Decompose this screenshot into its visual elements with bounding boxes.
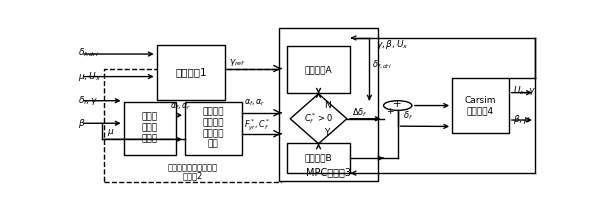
Bar <box>185 102 242 155</box>
Text: $\mu$: $\mu$ <box>107 127 115 138</box>
Text: $\delta_{f,dri}$: $\delta_{f,dri}$ <box>371 59 392 71</box>
Text: $\Delta\delta_f$: $\Delta\delta_f$ <box>351 106 367 119</box>
Text: $\delta_{f,dri}$: $\delta_{f,dri}$ <box>77 46 99 59</box>
Text: $\alpha_f,\alpha_r$: $\alpha_f,\alpha_r$ <box>170 101 191 112</box>
Text: 预测模型B: 预测模型B <box>305 154 332 163</box>
Bar <box>123 102 176 155</box>
Text: 参考模型1: 参考模型1 <box>175 68 207 78</box>
Text: $\beta$: $\beta$ <box>77 117 85 130</box>
Polygon shape <box>290 94 347 144</box>
Text: $\delta_f$: $\delta_f$ <box>403 110 414 122</box>
Text: 处理器2: 处理器2 <box>182 171 203 180</box>
Text: $\delta_f,\gamma$: $\delta_f,\gamma$ <box>77 94 98 107</box>
Text: 预测模型A: 预测模型A <box>305 65 332 74</box>
Text: +: + <box>393 99 402 109</box>
Text: $\beta,\mu$: $\beta,\mu$ <box>512 113 530 126</box>
Bar <box>104 69 281 182</box>
Text: 轮胎侧向
力和侧偏
刚度计算
模块: 轮胎侧向 力和侧偏 刚度计算 模块 <box>203 107 224 149</box>
Text: $\alpha_f,\alpha_r$: $\alpha_f,\alpha_r$ <box>244 98 265 108</box>
Text: MPC控制器3: MPC控制器3 <box>306 167 351 177</box>
Text: $U_x,\gamma$: $U_x,\gamma$ <box>512 84 536 97</box>
Text: 轮胎侧
偏角计
算模块: 轮胎侧 偏角计 算模块 <box>142 113 157 143</box>
Bar <box>157 45 225 100</box>
Text: +: + <box>386 107 393 116</box>
Bar <box>279 28 378 181</box>
Text: Y: Y <box>324 128 329 137</box>
Bar <box>287 143 350 173</box>
Text: N: N <box>324 101 331 110</box>
Text: $\gamma,\beta,U_x$: $\gamma,\beta,U_x$ <box>376 38 409 51</box>
Text: Carsim
汽车模型4: Carsim 汽车模型4 <box>465 96 496 115</box>
Bar <box>452 78 509 133</box>
Text: $\mu,U_x$: $\mu,U_x$ <box>77 70 101 83</box>
Bar <box>287 46 350 93</box>
Text: $\gamma_{ref}$: $\gamma_{ref}$ <box>229 57 246 68</box>
Text: 轮胎侧向力和侧偏刚度: 轮胎侧向力和侧偏刚度 <box>167 163 217 172</box>
Text: $C_f^*>0$: $C_f^*>0$ <box>304 111 333 126</box>
Text: $F_{yr}^*,C_f^*$: $F_{yr}^*,C_f^*$ <box>244 118 271 133</box>
